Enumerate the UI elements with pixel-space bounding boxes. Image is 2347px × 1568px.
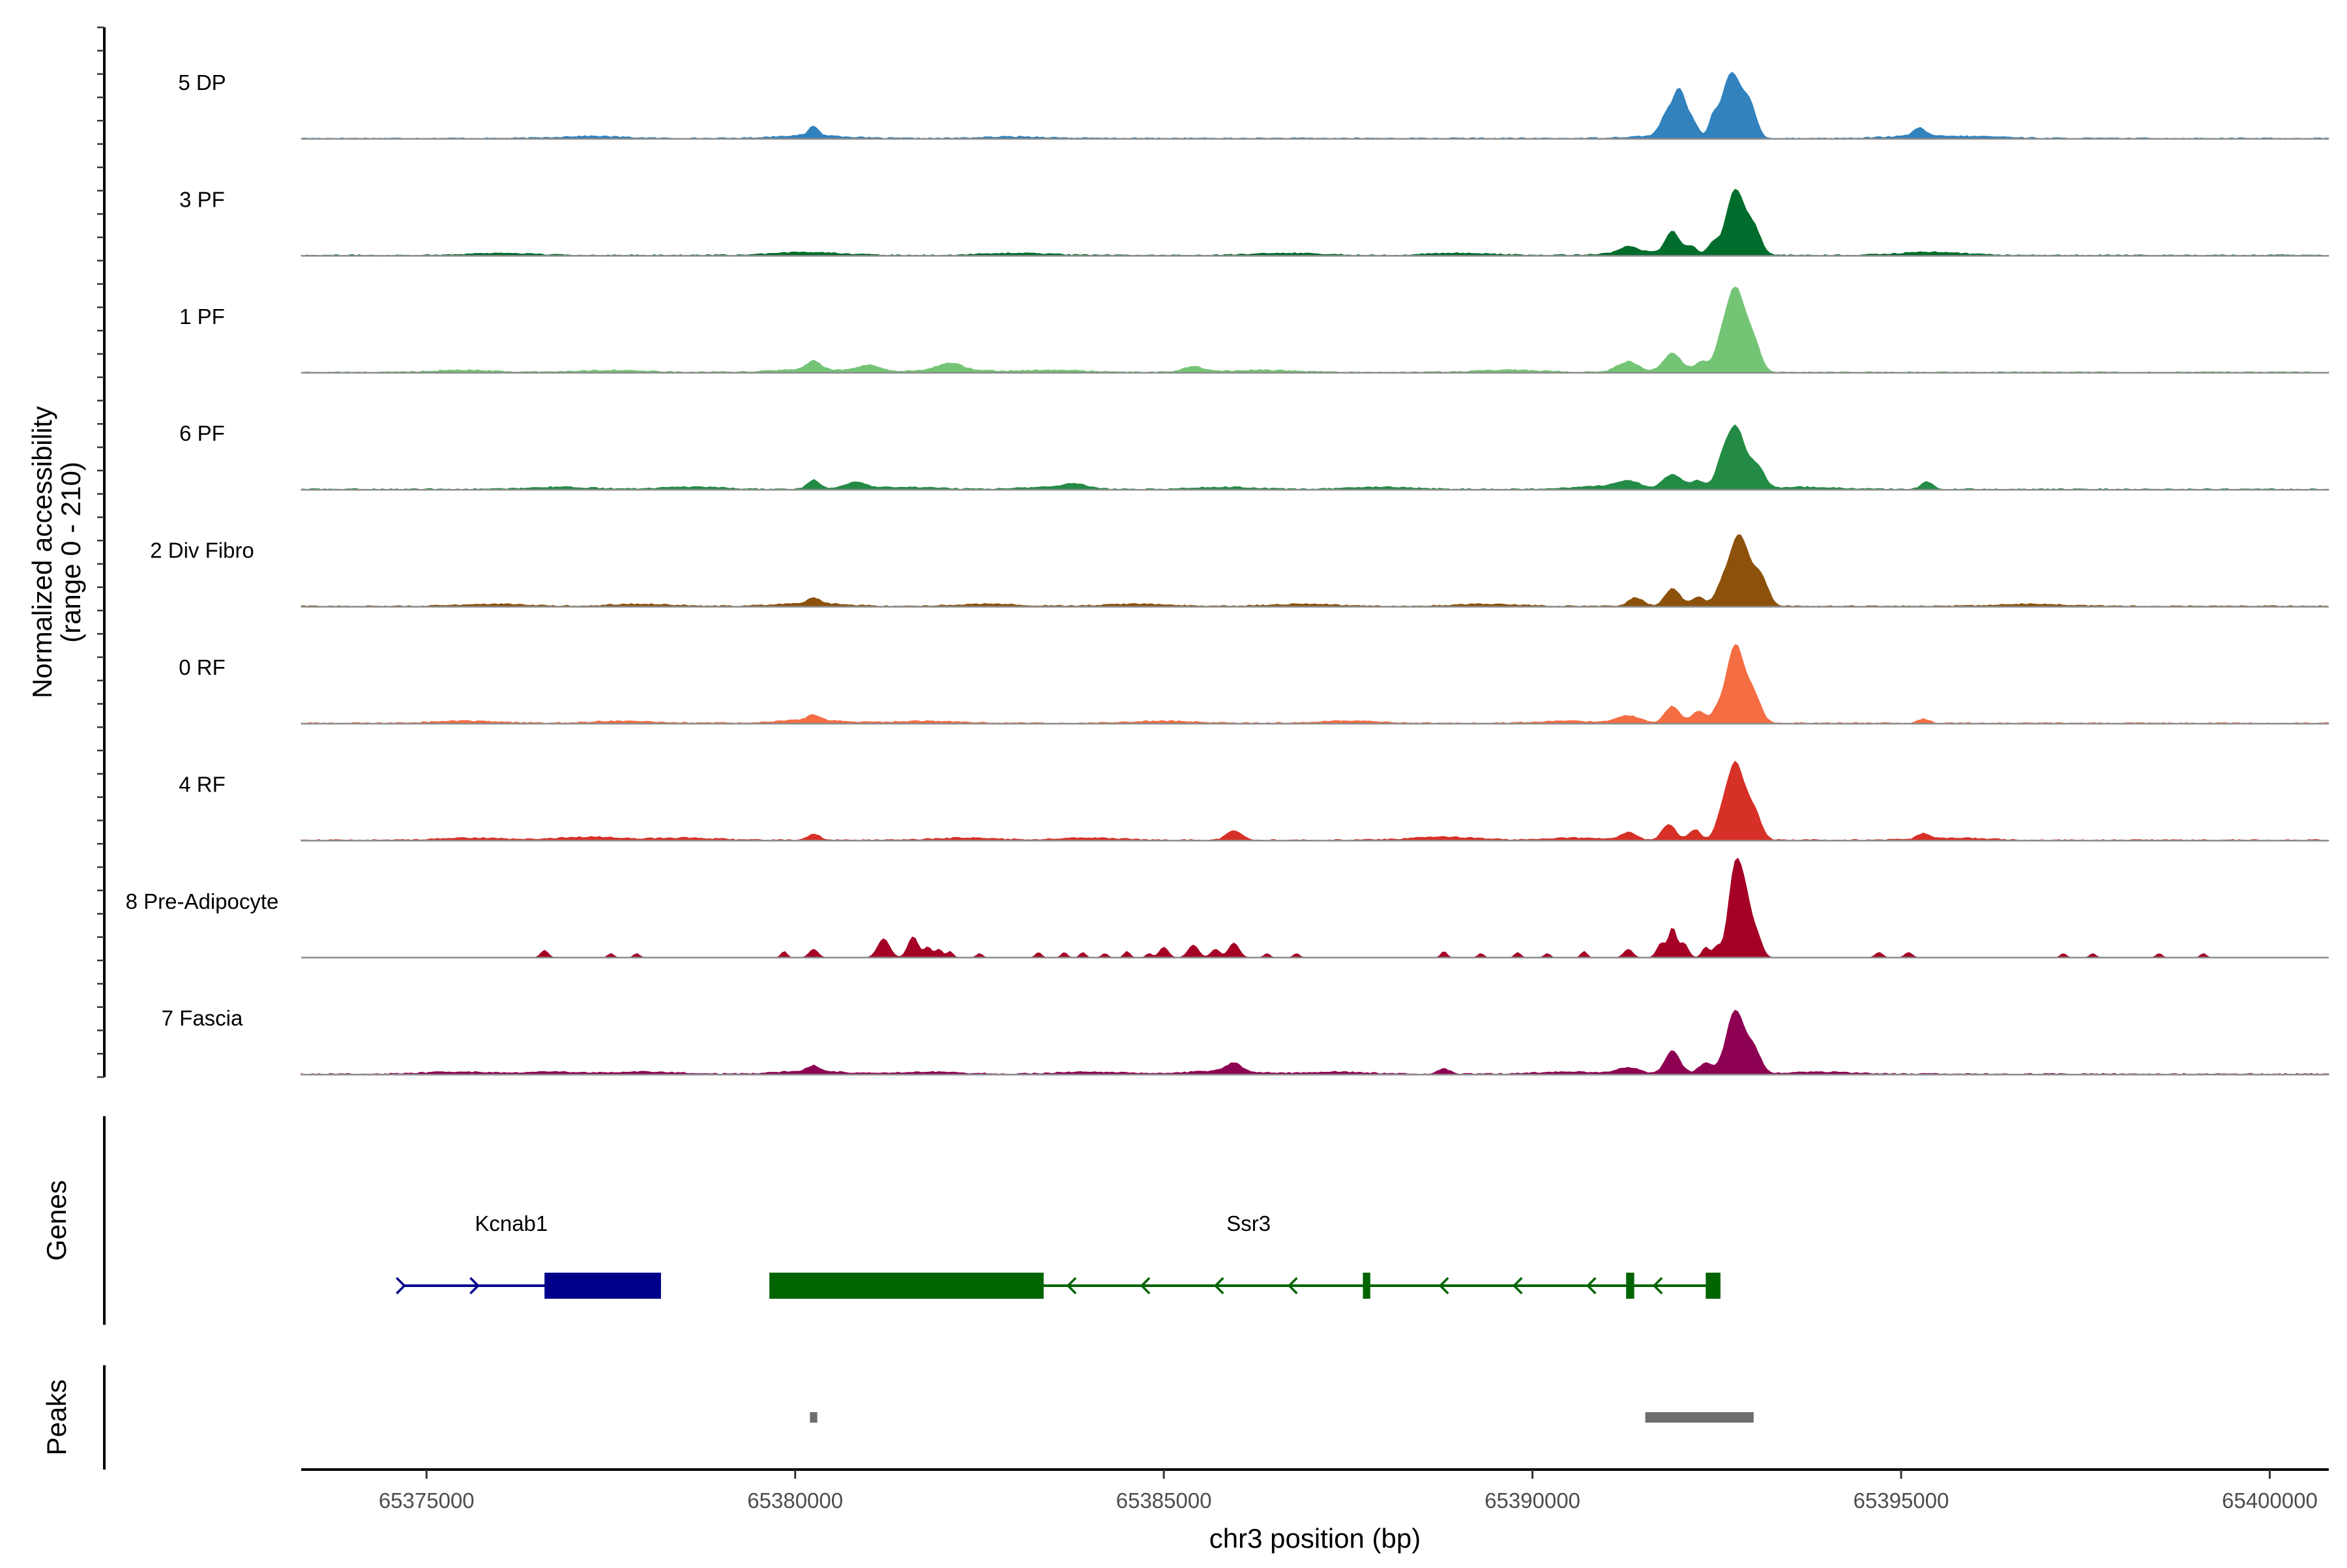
x-tick-label: 65400000 xyxy=(2222,1488,2318,1513)
genes-track-title: Genes xyxy=(41,1180,72,1261)
gene-exon xyxy=(1363,1273,1370,1299)
genes-panel: Genes Kcnab1 Ssr3 xyxy=(41,1116,1720,1325)
gene-exon xyxy=(769,1273,1044,1299)
gene-exon xyxy=(544,1273,661,1299)
strand-arrow xyxy=(469,1277,480,1295)
peaks-panel: Peaks xyxy=(41,1365,1754,1470)
track-label: 8 Pre-Adipocyte xyxy=(126,889,279,913)
coverage-track: 8 Pre-Adipocyte xyxy=(126,857,2329,959)
strand-arrow xyxy=(1287,1277,1298,1295)
track-label: 3 PF xyxy=(179,187,225,211)
coverage-area xyxy=(301,644,2329,724)
track-label: 5 DP xyxy=(178,70,226,95)
track-label: 0 RF xyxy=(179,655,226,679)
track-label: 7 Fascia xyxy=(162,1006,243,1030)
x-tick-label: 65395000 xyxy=(1853,1488,1949,1513)
coverage-area xyxy=(301,71,2329,140)
strand-arrow xyxy=(1066,1277,1077,1295)
x-tick-label: 65385000 xyxy=(1116,1488,1212,1513)
coverage-area xyxy=(301,760,2329,841)
x-tick-label: 65390000 xyxy=(1484,1488,1580,1513)
x-tick-label: 65380000 xyxy=(747,1488,843,1513)
strand-arrow xyxy=(396,1277,406,1295)
peak-region xyxy=(1645,1412,1754,1423)
coverage-area xyxy=(301,188,2329,256)
strand-arrow xyxy=(1512,1277,1523,1295)
track-label: 4 RF xyxy=(179,772,226,796)
gene-label: Kcnab1 xyxy=(475,1211,548,1235)
track-label: 2 Div Fibro xyxy=(150,539,254,563)
coverage-track: 2 Div Fibro xyxy=(150,534,2329,608)
coverage-tracks: 5 DP 3 PF 1 PF 6 PF 2 Div Fibro 0 RF 4 RF 8 Pre… xyxy=(126,70,2329,1076)
gene-label: Ssr3 xyxy=(1226,1211,1271,1235)
coverage-area xyxy=(301,424,2329,490)
strand-arrow xyxy=(1140,1277,1151,1295)
y-axis-title-line1: Normalized accessibility xyxy=(27,406,57,698)
gene-model: Kcnab1 xyxy=(396,1211,661,1299)
peaks-track-title: Peaks xyxy=(41,1380,72,1456)
coverage-track: 3 PF xyxy=(179,187,2329,257)
coverage-area xyxy=(301,1009,2329,1075)
x-axis-title: chr3 position (bp) xyxy=(1209,1523,1421,1554)
strand-arrow xyxy=(1213,1277,1224,1295)
coverage-track: 7 Fascia xyxy=(162,1006,2329,1076)
coverage-track: 4 RF xyxy=(179,760,2329,842)
x-tick-label: 65375000 xyxy=(379,1488,475,1513)
strand-arrow xyxy=(1586,1277,1597,1295)
track-label: 6 PF xyxy=(179,421,225,445)
peak-regions xyxy=(810,1412,1754,1423)
coverage-area xyxy=(301,534,2329,608)
coverage-area xyxy=(301,286,2329,374)
coverage-track: 5 DP xyxy=(178,70,2329,140)
gene-model: Ssr3 xyxy=(769,1211,1720,1299)
y-axis-title-line2: (range 0 - 210) xyxy=(55,462,86,643)
strand-arrow xyxy=(1652,1277,1663,1295)
track-label: 1 PF xyxy=(179,304,225,329)
peak-region xyxy=(810,1412,818,1423)
gene-exon xyxy=(1626,1273,1634,1299)
coverage-track: 0 RF xyxy=(179,644,2329,725)
coverage-y-axis xyxy=(97,26,106,1078)
coverage-area xyxy=(301,857,2329,958)
gene-exon xyxy=(1705,1273,1720,1299)
gene-models: Kcnab1 Ssr3 xyxy=(396,1211,1720,1299)
strand-arrow xyxy=(1438,1277,1449,1295)
x-axis: 65375000 65380000 65385000 65390000 65395000… xyxy=(301,1468,2329,1513)
coverage-track: 6 PF xyxy=(179,421,2329,491)
coverage-track: 1 PF xyxy=(179,286,2329,374)
